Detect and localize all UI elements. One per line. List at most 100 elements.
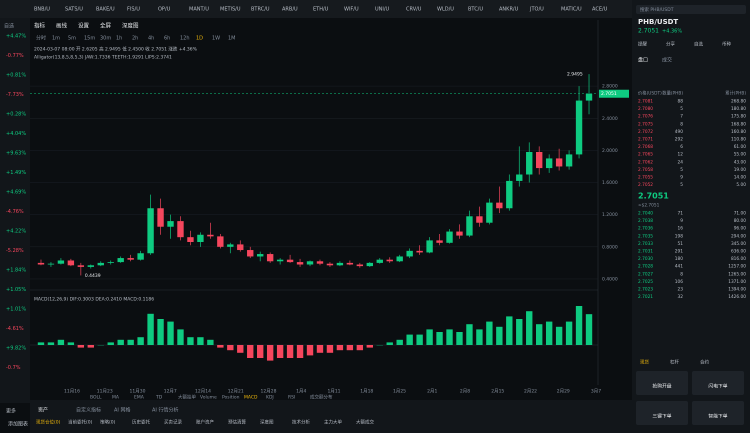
panel-action[interactable]: 提醒	[638, 41, 647, 48]
bottom-tab[interactable]: 资产	[38, 407, 48, 414]
action-button[interactable]	[636, 371, 688, 395]
ticker-item[interactable]: ANKR/U	[499, 7, 519, 13]
book-price[interactable]: 2.7075	[638, 121, 653, 127]
bottom-subtab[interactable]: 买卖记录	[164, 419, 182, 426]
watch-change[interactable]: -4.61%	[6, 326, 24, 332]
book-price[interactable]: 2.7036	[638, 226, 653, 232]
action-button-label[interactable]: 闪电下单	[708, 383, 727, 390]
ticker-item[interactable]: ETH/U	[313, 7, 329, 13]
watch-change[interactable]: +4.04%	[6, 131, 26, 137]
bottom-subtab[interactable]: 主力大单	[324, 419, 342, 426]
bottom-tab[interactable]: AI 行情分析	[152, 407, 179, 414]
sidebar-link[interactable]: 添加图表	[8, 421, 28, 428]
bottom-subtab[interactable]: 技术分析	[292, 419, 310, 426]
book-price[interactable]: 2.7038	[638, 218, 653, 224]
toolbar-item[interactable]: 设置	[78, 22, 90, 30]
bottom-subtab[interactable]: 策略(0)	[100, 419, 116, 426]
interval[interactable]: 2h	[132, 36, 138, 42]
action-button-label[interactable]: 三键下单	[652, 413, 671, 420]
panel-action[interactable]: 自选	[694, 41, 703, 48]
book-price[interactable]: 2.7055	[638, 175, 653, 181]
watch-change[interactable]: -4.76%	[6, 209, 24, 215]
indicator-tab[interactable]: 大额挂单	[178, 394, 196, 401]
ticker-item[interactable]: FIS/U	[127, 7, 140, 13]
indicator-tab[interactable]: BOLL	[90, 395, 102, 401]
ticker-item[interactable]: MATIC/U	[561, 7, 582, 13]
watch-change[interactable]: -0.77%	[6, 53, 24, 59]
watch-change[interactable]: +4.69%	[6, 190, 26, 196]
action-button[interactable]	[692, 371, 744, 395]
ticker-item[interactable]: BNB/U	[34, 7, 50, 13]
panel-tab[interactable]: 盘口	[638, 57, 648, 64]
action-button[interactable]	[636, 401, 688, 425]
toolbar-item[interactable]: 画线	[56, 22, 68, 30]
book-price[interactable]: 2.7023	[638, 287, 653, 293]
panel-action[interactable]: 币种	[722, 41, 731, 48]
book-price[interactable]: 2.7068	[638, 144, 653, 150]
book-price[interactable]: 2.7081	[638, 99, 653, 105]
indicator-tab[interactable]: Position	[222, 395, 240, 401]
book-price[interactable]: 2.7062	[638, 159, 653, 165]
watch-change[interactable]: +9.82%	[6, 346, 26, 352]
interval[interactable]: 30m	[100, 36, 111, 42]
interval[interactable]: 1W	[212, 36, 220, 42]
book-price[interactable]: 2.7072	[638, 129, 653, 135]
bottom-subtab[interactable]: 历史委托	[132, 419, 150, 426]
book-price[interactable]: 2.7033	[638, 241, 653, 247]
book-price[interactable]: 2.7025	[638, 279, 653, 285]
watch-change[interactable]: -7.73%	[6, 92, 24, 98]
interval[interactable]: 分时	[36, 35, 46, 42]
indicator-tab[interactable]: MA	[112, 395, 120, 401]
ticker-item[interactable]: OP/U	[158, 7, 171, 13]
watch-change[interactable]: +1.05%	[6, 287, 26, 293]
ticker-item[interactable]: UNI/U	[375, 7, 390, 13]
search-box[interactable]	[636, 5, 746, 14]
trade-tab[interactable]: 现货	[640, 359, 649, 366]
indicator-tab[interactable]: TD	[155, 395, 163, 401]
book-price[interactable]: 2.7065	[638, 152, 653, 158]
action-button-label[interactable]: 智能下单	[708, 413, 727, 420]
ticker-item[interactable]: BTC/U	[468, 7, 483, 13]
indicator-tab[interactable]: KDJ	[266, 395, 274, 401]
interval[interactable]: 4h	[148, 36, 154, 42]
toolbar-item[interactable]: 指标	[34, 22, 46, 30]
ticker-item[interactable]: WIF/U	[344, 7, 359, 13]
interval[interactable]: 1M	[228, 36, 236, 42]
ticker-item[interactable]: WLD/U	[437, 7, 454, 13]
watch-change[interactable]: +4.47%	[6, 34, 26, 40]
action-button[interactable]	[692, 401, 744, 425]
panel-tab[interactable]: 成交	[662, 57, 672, 64]
ticker-item[interactable]: SATS/U	[65, 7, 83, 13]
interval[interactable]: 5m	[68, 36, 76, 42]
ticker-item[interactable]: CRV/U	[406, 7, 422, 13]
trade-tab[interactable]: 合约	[700, 359, 709, 366]
indicator-tab[interactable]: 成交额分布	[310, 394, 333, 401]
watch-change[interactable]: -5.28%	[6, 248, 24, 254]
book-price[interactable]: 2.7058	[638, 167, 653, 173]
interval[interactable]: 1D	[196, 36, 203, 42]
ticker-item[interactable]: JTO/U	[529, 7, 544, 13]
ticker-item[interactable]: ARB/U	[282, 7, 298, 13]
book-price[interactable]: 2.7040	[638, 211, 653, 217]
book-price[interactable]: 2.7076	[638, 114, 653, 120]
toolbar-item[interactable]: 深度图	[122, 22, 139, 30]
book-price[interactable]: 2.7080	[638, 106, 653, 112]
watch-change[interactable]: +0.81%	[6, 73, 26, 79]
ticker-item[interactable]: BAKE/U	[96, 7, 115, 13]
interval[interactable]: 15m	[84, 36, 95, 42]
book-price[interactable]: 2.7021	[638, 294, 653, 300]
interval[interactable]: 6h	[164, 36, 170, 42]
book-price[interactable]: 2.7028	[638, 264, 653, 270]
bottom-subtab[interactable]: 账户资产	[196, 419, 214, 426]
trade-tab[interactable]: 杠杆	[670, 359, 679, 366]
watch-change[interactable]: -0.7%	[6, 365, 21, 371]
watch-change[interactable]: +1.01%	[6, 307, 26, 313]
watch-change[interactable]: +4.22%	[6, 229, 26, 235]
ticker-item[interactable]: BTRC/U	[251, 7, 270, 13]
watch-change[interactable]: +0.28%	[6, 112, 26, 118]
book-price[interactable]: 2.7052	[638, 182, 653, 188]
book-price[interactable]: 2.7035	[638, 233, 653, 239]
interval[interactable]: 1h	[116, 36, 122, 42]
bottom-tab[interactable]: AI 网格	[114, 407, 131, 414]
search-placeholder[interactable]: 搜索 PHB/USDT	[640, 6, 674, 13]
